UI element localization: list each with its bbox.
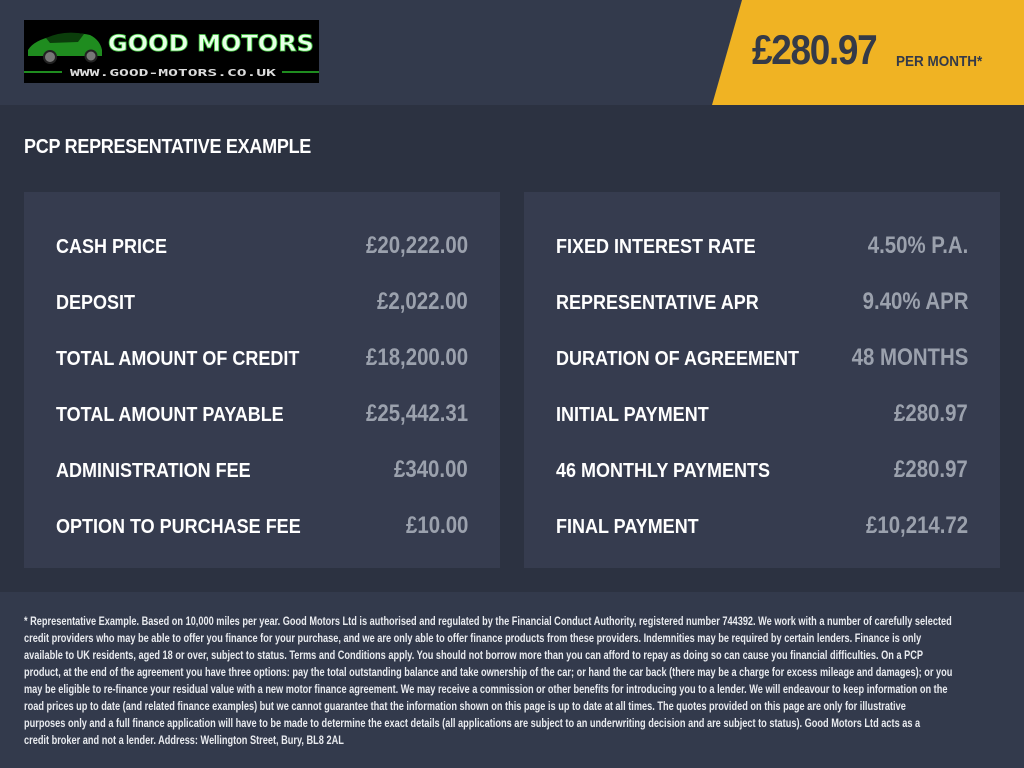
row-value: £25,442.31 (365, 400, 468, 427)
row-label: DEPOSIT (56, 292, 136, 314)
finance-row: ADMINISTRATION FEE £340.00 (56, 456, 468, 486)
row-value: £18,200.00 (365, 344, 468, 371)
row-value: £280.97 (894, 400, 968, 427)
row-label: CASH PRICE (56, 236, 168, 258)
row-label: TOTAL AMOUNT OF CREDIT (56, 348, 300, 370)
per-month-label: PER MONTH* (896, 53, 983, 70)
row-value: £340.00 (394, 456, 468, 483)
row-label: OPTION TO PURCHASE FEE (56, 516, 301, 538)
finance-row: INITIAL PAYMENT £280.97 (556, 400, 968, 430)
row-value: 4.50% P.A. (867, 232, 968, 259)
row-label: 46 MONTHLY PAYMENTS (556, 460, 771, 482)
row-label: ADMINISTRATION FEE (56, 460, 251, 482)
disclaimer: * Representative Example. Based on 10,00… (0, 592, 1024, 768)
finance-row: TOTAL AMOUNT PAYABLE £25,442.31 (56, 400, 468, 430)
disclaimer-line: may be eligible to re-finance your resid… (24, 684, 948, 696)
row-label: DURATION OF AGREEMENT (556, 348, 799, 370)
row-value: 48 MONTHS (851, 344, 968, 371)
disclaimer-line: credit providers who may be able to offe… (24, 633, 922, 645)
disclaimer-line: credit broker and not a lender. Address:… (24, 735, 344, 747)
disclaimer-line: road prices up to date (and related fina… (24, 701, 906, 713)
row-label: INITIAL PAYMENT (556, 404, 709, 426)
disclaimer-line: product, at the end of the agreement you… (24, 667, 953, 679)
disclaimer-line: purposes only and a full finance applica… (24, 718, 921, 730)
good-motors-logo[interactable]: GOOD MOTORS WWW.GOOD-MOTORS.CO.UK (24, 20, 319, 83)
svg-text:GOOD MOTORS: GOOD MOTORS (108, 32, 314, 57)
finance-row: REPRESENTATIVE APR 9.40% APR (556, 288, 968, 318)
row-value: £10,214.72 (865, 512, 968, 539)
row-label: FINAL PAYMENT (556, 516, 699, 538)
row-label: FIXED INTEREST RATE (556, 236, 756, 258)
svg-text:WWW.GOOD-MOTORS.CO.UK: WWW.GOOD-MOTORS.CO.UK (70, 68, 276, 79)
disclaimer-line: available to UK residents, aged 18 or ov… (24, 650, 924, 662)
finance-card-right: FIXED INTEREST RATE 4.50% P.A. REPRESENTA… (524, 192, 1000, 568)
finance-row: OPTION TO PURCHASE FEE £10.00 (56, 512, 468, 542)
row-value: £280.97 (894, 456, 968, 483)
row-label: REPRESENTATIVE APR (556, 292, 759, 314)
finance-row: TOTAL AMOUNT OF CREDIT £18,200.00 (56, 344, 468, 374)
header: GOOD MOTORS WWW.GOOD-MOTORS.CO.UK £280.9… (0, 0, 1024, 105)
finance-row: DEPOSIT £2,022.00 (56, 288, 468, 318)
finance-row: DURATION OF AGREEMENT 48 MONTHS (556, 344, 968, 374)
row-value: £10.00 (405, 512, 468, 539)
row-value: 9.40% APR (862, 288, 968, 315)
finance-row: FIXED INTEREST RATE 4.50% P.A. (556, 232, 968, 262)
monthly-price-banner: £280.97 PER MONTH* (712, 0, 1024, 105)
monthly-price: £280.97 (752, 26, 878, 73)
page-title: PCP REPRESENTATIVE EXAMPLE (24, 136, 312, 158)
disclaimer-line: * Representative Example. Based on 10,00… (24, 616, 952, 628)
row-value: £20,222.00 (365, 232, 468, 259)
finance-row: 46 MONTHLY PAYMENTS £280.97 (556, 456, 968, 486)
row-value: £2,022.00 (377, 288, 468, 315)
finance-row: FINAL PAYMENT £10,214.72 (556, 512, 968, 542)
finance-card-left: CASH PRICE £20,222.00 DEPOSIT £2,022.00 TO… (24, 192, 500, 568)
finance-row: CASH PRICE £20,222.00 (56, 232, 468, 262)
row-label: TOTAL AMOUNT PAYABLE (56, 404, 284, 426)
